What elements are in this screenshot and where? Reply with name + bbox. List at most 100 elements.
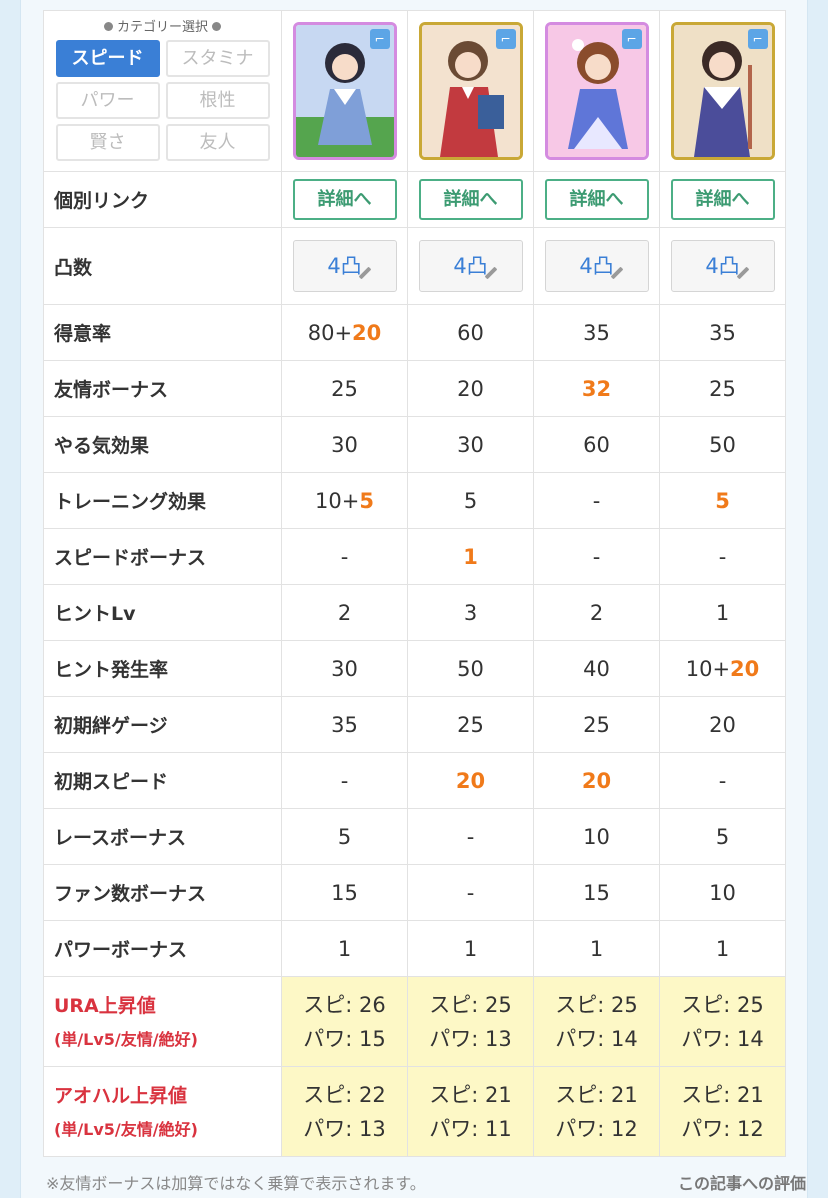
stat-base-value: 20 [457, 376, 484, 401]
stat-base-value: 60 [457, 320, 484, 345]
card-cell-1: ⌐ [281, 10, 408, 172]
detail-link-button-3[interactable]: 詳細へ [544, 179, 649, 220]
stat-base-value: 30 [457, 432, 484, 457]
detail-link-button-4[interactable]: 詳細へ [670, 179, 775, 220]
stat-highlight-value: 20 [581, 768, 612, 793]
row-label: やる気効果 [43, 416, 282, 473]
support-card-image[interactable]: ⌐ [292, 22, 397, 160]
stat-value-cell: 1 [407, 920, 534, 977]
stat-base-value: 10+ [685, 656, 731, 681]
stat-base-value: - [718, 544, 727, 569]
stat-value-cell: 1 [407, 528, 534, 585]
category-wisdom-button[interactable]: 賢さ [55, 124, 160, 161]
row-label: レースボーナス [43, 808, 282, 865]
stat-value-cell: - [659, 752, 786, 809]
stat-value-cell: 20 [533, 752, 660, 809]
gain-label: URA上昇値 (単/Lv5/友情/絶好) [43, 976, 282, 1067]
category-power-button[interactable]: パワー [55, 82, 160, 119]
support-card-image[interactable]: ⌐ [670, 22, 775, 160]
card-type-speed-icon: ⌐ [369, 29, 390, 49]
stat-value-cell: 15 [281, 864, 408, 921]
limit-break-select-1[interactable]: 4凸 [292, 240, 397, 292]
stat-base-value: 25 [583, 712, 610, 737]
stat-value-cell: 2 [281, 584, 408, 641]
row-label: 友情ボーナス [43, 360, 282, 417]
stat-value-cell: 3 [407, 584, 534, 641]
stat-value-cell: 5 [659, 472, 786, 529]
stat-base-value: - [340, 544, 349, 569]
gain-value-cell: スピ: 25 パワ: 13 [407, 976, 534, 1067]
category-guts-button[interactable]: 根性 [165, 82, 270, 119]
detail-link-button-2[interactable]: 詳細へ [418, 179, 523, 220]
category-speed-button[interactable]: スピード [55, 40, 160, 77]
card-type-speed-icon: ⌐ [621, 29, 642, 49]
article-rating-link[interactable]: この記事への評価 [677, 1174, 806, 1193]
stat-base-value: 3 [463, 600, 478, 625]
gain-row: アオハル上昇値 (単/Lv5/友情/絶好) スピ: 22 パワ: 13 スピ: 21 パワ… [43, 1066, 786, 1157]
detail-link-button-1[interactable]: 詳細へ [292, 179, 397, 220]
stat-base-value: 1 [589, 936, 604, 961]
category-friend-button[interactable]: 友人 [165, 124, 270, 161]
support-card-image[interactable]: ⌐ [544, 22, 649, 160]
stat-value-cell: 60 [407, 304, 534, 361]
gain-condition: (単/Lv5/友情/絶好) [54, 1119, 198, 1139]
stat-value-cell: - [533, 472, 660, 529]
stat-value-cell: 1 [533, 920, 660, 977]
header-row: カテゴリー選択 スピード スタミナ パワー 根性 賢さ 友人 [43, 10, 786, 172]
stat-value-cell: 20 [407, 752, 534, 809]
stat-base-value: - [340, 768, 349, 793]
stat-base-value: - [466, 824, 475, 849]
stat-base-value: 2 [589, 600, 604, 625]
stat-value-cell: 50 [407, 640, 534, 697]
limit-break-select-4[interactable]: 4凸 [670, 240, 775, 292]
stat-base-value: 5 [715, 824, 730, 849]
stat-value-cell: - [281, 752, 408, 809]
stat-value-cell: 1 [659, 920, 786, 977]
gain-value-cell: スピ: 25 パワ: 14 [659, 976, 786, 1067]
stat-value-cell: 5 [659, 808, 786, 865]
stat-value-cell: 25 [659, 360, 786, 417]
power-gain: パワ: 12 [555, 1116, 638, 1141]
stat-highlight-value: 32 [581, 376, 612, 401]
stat-base-value: 10 [709, 880, 736, 905]
stat-row: 得意率 80+20 60 35 35 [43, 304, 786, 361]
stat-row: やる気効果 30 30 60 50 [43, 416, 786, 473]
link-row: 個別リンク 詳細へ 詳細へ 詳細へ 詳細へ [43, 171, 786, 228]
support-card-image[interactable]: ⌐ [418, 22, 523, 160]
row-label: ファン数ボーナス [43, 864, 282, 921]
limit-break-select-2[interactable]: 4凸 [418, 240, 523, 292]
stat-base-value: - [718, 768, 727, 793]
stat-highlight-value: 1 [463, 544, 478, 569]
stat-row: 初期絆ゲージ 35 25 25 20 [43, 696, 786, 753]
stat-base-value: 60 [583, 432, 610, 457]
stat-base-value: - [592, 544, 601, 569]
stat-value-cell: 10 [659, 864, 786, 921]
bullet-icon [103, 22, 113, 31]
stat-base-value: 25 [457, 712, 484, 737]
card-cell-2: ⌐ [407, 10, 534, 172]
stat-value-cell: - [407, 864, 534, 921]
stat-value-cell: 1 [659, 584, 786, 641]
stat-base-value: 1 [715, 936, 730, 961]
card-cell-3: ⌐ [533, 10, 660, 172]
stat-row: トレーニング効果 10+5 5-5 [43, 472, 786, 529]
power-gain: パワ: 14 [681, 1026, 764, 1051]
category-title: カテゴリー選択 [44, 20, 281, 36]
row-label: ヒントLv [43, 584, 282, 641]
stat-value-cell: 32 [533, 360, 660, 417]
stat-base-value: 10+ [315, 488, 360, 513]
speed-gain: スピ: 21 [429, 1082, 512, 1107]
category-stamina-button[interactable]: スタミナ [165, 40, 270, 77]
footnote: ※友情ボーナスは加算ではなく乗算で表示されます。 [46, 1174, 426, 1193]
stat-highlight-value: 20 [455, 768, 486, 793]
stat-value-cell: 25 [533, 696, 660, 753]
gain-value-cell: スピ: 21 パワ: 12 [533, 1066, 660, 1157]
row-label: 得意率 [43, 304, 282, 361]
stat-base-value: - [592, 488, 601, 513]
gain-row: URA上昇値 (単/Lv5/友情/絶好) スピ: 26 パワ: 15 スピ: 25 パワ:… [43, 976, 786, 1067]
stat-base-value: 35 [709, 320, 736, 345]
stat-value-cell: 5 [281, 808, 408, 865]
speed-gain: スピ: 26 [303, 992, 386, 1017]
limit-break-select-3[interactable]: 4凸 [544, 240, 649, 292]
stat-value-cell: 25 [407, 696, 534, 753]
